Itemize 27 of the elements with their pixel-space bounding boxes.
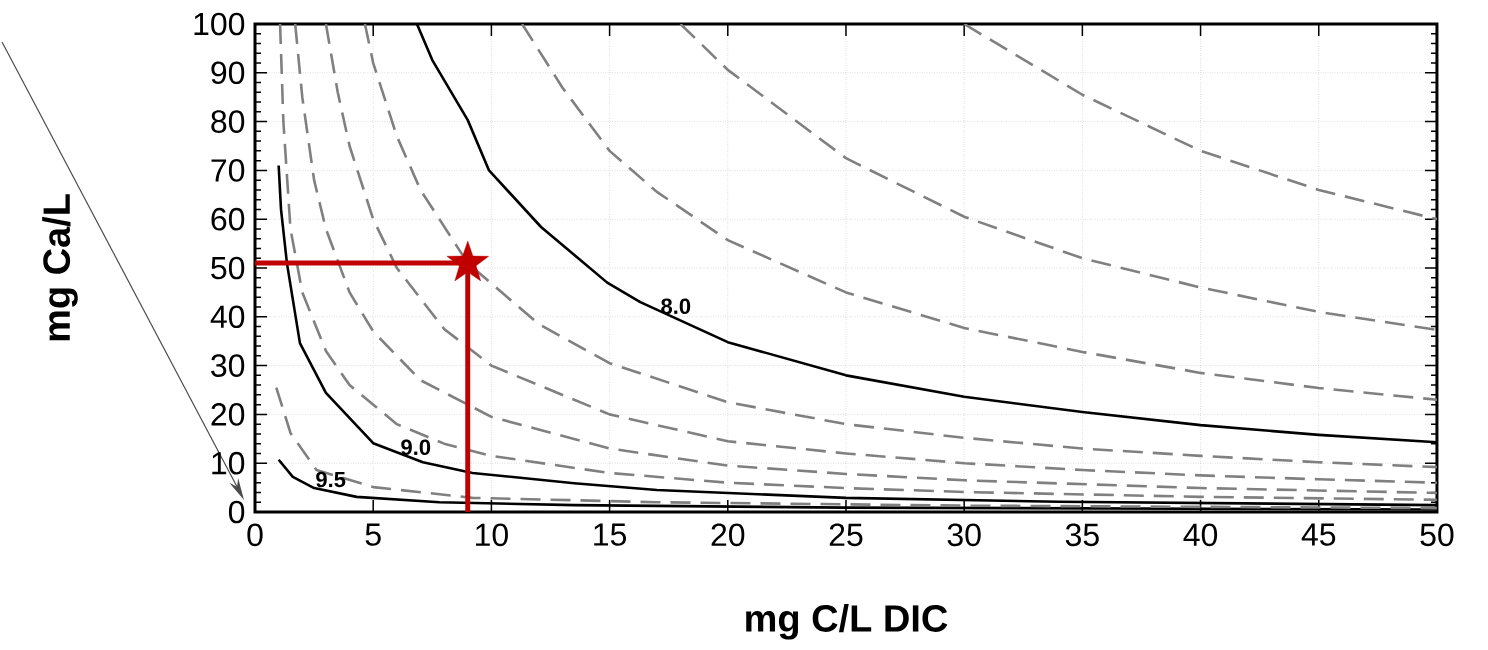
x-tick-label: 25: [829, 523, 863, 547]
x-tick-label: 35: [1065, 523, 1099, 547]
y-axis-title: mg Ca/L: [42, 194, 78, 341]
y-tick-label: 50: [211, 256, 245, 280]
y-tick-label: 70: [211, 159, 245, 182]
y-tick-label: 80: [211, 110, 245, 133]
x-tick-label: 0: [247, 523, 263, 547]
y-tick-label: 30: [211, 354, 245, 377]
x-tick-label: 10: [476, 523, 508, 547]
annotation: 9.5: [316, 471, 346, 488]
x-tick-label: 45: [1301, 523, 1336, 546]
y-tick-label: 100: [194, 12, 245, 36]
y-tick-label: 90: [211, 61, 245, 85]
annotation: 8.0: [661, 298, 691, 315]
y-tick-label: 60: [211, 207, 245, 231]
annotation: 9.0: [401, 439, 431, 456]
x-tick-label: 20: [711, 523, 745, 547]
y-tick-label: 20: [211, 403, 245, 426]
x-tick-label: 5: [365, 523, 381, 546]
x-tick-label: 40: [1183, 523, 1218, 547]
x-tick-label: 30: [947, 523, 981, 547]
x-tick-label: 15: [594, 523, 627, 546]
x-axis-title: mg C/L DIC: [746, 603, 948, 640]
y-tick-label: 10: [212, 451, 245, 475]
x-tick-label: 50: [1420, 523, 1454, 547]
y-tick-label: 40: [210, 305, 245, 329]
y-tick-label: 0: [228, 500, 245, 524]
